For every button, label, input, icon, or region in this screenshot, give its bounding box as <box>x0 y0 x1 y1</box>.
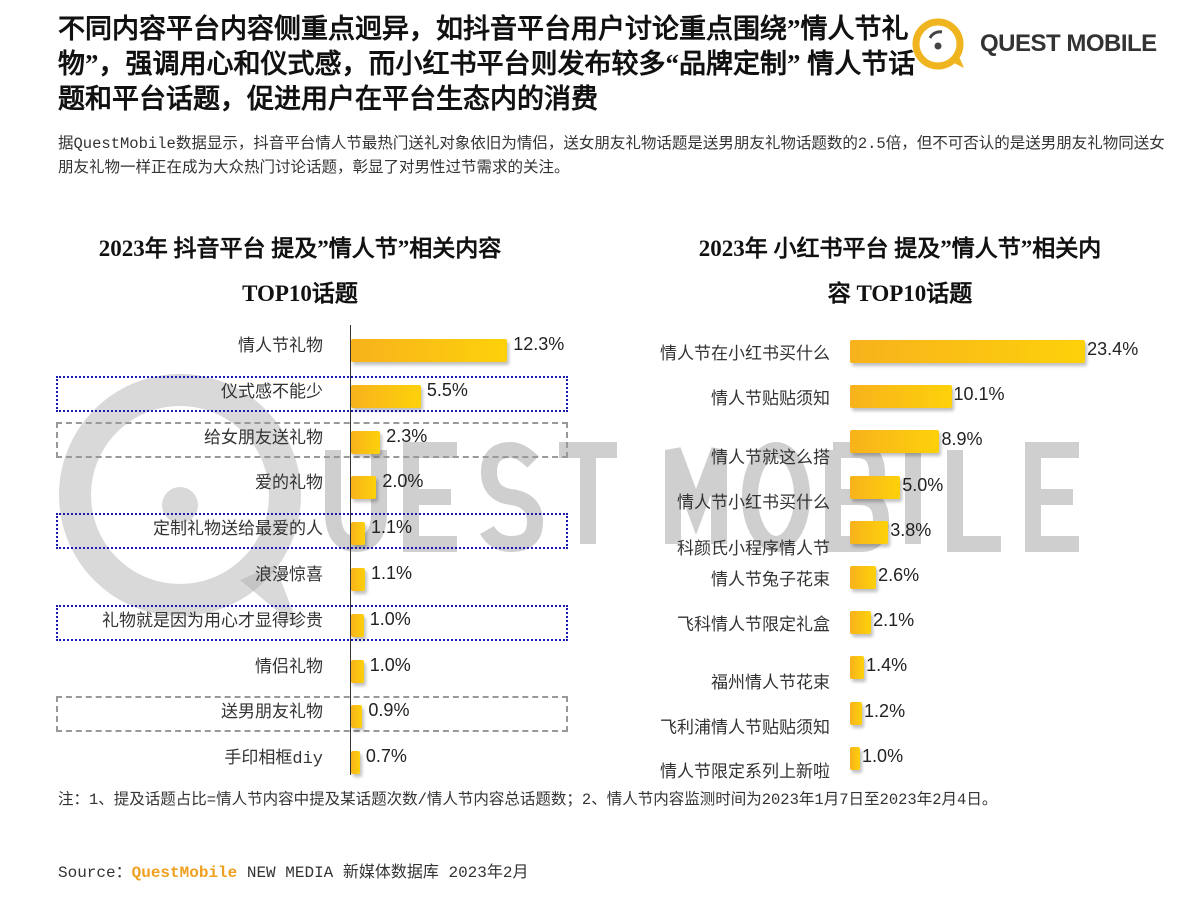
bar-value-label: 1.0% <box>369 654 411 675</box>
bar <box>351 613 364 637</box>
source: Source：QuestMobile NEW MEDIA 新媒体数据库 2023… <box>58 858 528 882</box>
bar <box>850 701 863 725</box>
chart-title-line: 容 TOP10话题 <box>827 281 973 306</box>
bar <box>850 430 940 454</box>
bar-label: 情人节小红书买什么 <box>677 494 830 514</box>
chart-title-line: 2023年 抖音平台 提及”情人节”相关内容 <box>98 236 502 261</box>
bar-value-label: 1.0% <box>369 608 411 629</box>
chart-title-line: TOP10话题 <box>242 281 358 306</box>
bar <box>351 476 377 500</box>
bar-value-label: 2.1% <box>873 610 915 631</box>
bar <box>850 656 865 680</box>
bar-value-label: 0.9% <box>368 700 410 721</box>
bar-value-label: 8.9% <box>941 429 983 450</box>
bar <box>351 522 365 546</box>
bar <box>351 339 508 362</box>
bar-label: 仪式感不能少 <box>221 383 323 403</box>
source-rest: NEW MEDIA 新媒体数据库 2023年2月 <box>237 864 529 882</box>
highlight-box <box>56 604 568 641</box>
bar-value-label: 2.6% <box>878 565 920 585</box>
bar <box>850 520 889 544</box>
bar-value-label: 1.1% <box>370 517 412 538</box>
highlight-box <box>56 696 568 733</box>
highlight-box <box>56 375 568 412</box>
bar <box>850 340 1086 363</box>
bar-label: 情人节贴贴须知 <box>711 391 830 411</box>
bar-value-label: 2.0% <box>382 471 424 492</box>
bar-label: 情人节兔子花束 <box>711 572 830 591</box>
bar-value-label: 12.3% <box>513 334 565 354</box>
bar <box>351 430 381 454</box>
highlight-box <box>56 513 568 550</box>
bar-value-label: 3.8% <box>890 519 932 540</box>
bar-label: 定制礼物送给最爱的人 <box>153 521 323 541</box>
chart-title-douyin: 2023年 抖音平台 提及”情人节”相关内容 TOP10话题 <box>40 226 560 316</box>
source-brand: QuestMobile <box>131 864 238 882</box>
bar-label: 送男朋友礼物 <box>221 704 323 724</box>
bar <box>850 385 952 409</box>
quest-mobile-logo-icon <box>912 18 964 70</box>
bar <box>850 611 872 635</box>
chart-title-line: 2023年 小红书平台 提及”情人节”相关内 <box>698 236 1102 261</box>
bar-value-label: 2.3% <box>386 425 428 446</box>
bar-label: 爱的礼物 <box>255 475 323 495</box>
bar-value-label: 1.4% <box>866 655 908 676</box>
highlight-box <box>56 421 568 458</box>
bar-label: 福州情人节花束 <box>711 675 830 695</box>
bar-label: 给女朋友送礼物 <box>204 429 323 449</box>
bar-value-label: 5.0% <box>902 474 944 495</box>
bar-label: 飞利浦情人节贴贴须知 <box>660 719 830 739</box>
bar <box>850 746 861 770</box>
bar-value-label: 0.7% <box>365 746 407 767</box>
bar-label: 科颜氏小程序情人节 <box>677 540 830 560</box>
bar-label: 飞科情人节限定礼盒 <box>677 617 830 637</box>
subtitle: 据QuestMobile数据显示，抖音平台情人节最热门送礼对象依旧为情侣，送女朋… <box>58 135 1165 177</box>
bar <box>850 475 901 499</box>
bar-value-label: 23.4% <box>1087 339 1139 359</box>
bar-label: 浪漫惊喜 <box>255 567 323 586</box>
bar-label: 情人节礼物 <box>238 338 323 357</box>
footnote: 注：1、提及话题占比=情人节内容中提及某话题次数/情人节内容总话题数；2、情人节… <box>58 791 998 809</box>
bar-label: 情人节就这么搭 <box>711 450 830 470</box>
logo: QUEST MOBILE <box>908 16 1157 72</box>
bar-label: 情人节在小红书买什么 <box>660 346 830 365</box>
bar-value-label: 5.5% <box>426 379 468 400</box>
bar-label: 情侣礼物 <box>255 658 323 678</box>
source-prefix: Source： <box>58 864 132 882</box>
bar-label: 礼物就是因为用心才显得珍贵 <box>102 612 323 632</box>
bar-value-label: 1.0% <box>862 745 904 766</box>
bar-label: 手印相框diy <box>224 750 323 770</box>
bar <box>351 751 360 775</box>
page-title: 不同内容平台内容侧重点迥异，如抖音平台用户讨论重点围绕”情人节礼物”，强调用心和… <box>58 14 916 114</box>
chart-title-xiaohongshu: 2023年 小红书平台 提及”情人节”相关内 容 TOP10话题 <box>640 226 1160 316</box>
bar-value-label: 1.1% <box>370 563 412 583</box>
bar <box>351 568 365 591</box>
logo-text: QUEST MOBILE <box>980 30 1157 57</box>
bar <box>351 705 363 729</box>
bar-value-label: 1.2% <box>864 700 906 721</box>
bar-label: 情人节限定系列上新啦 <box>660 763 830 783</box>
bar <box>351 659 364 683</box>
bar <box>351 384 421 408</box>
bar-value-label: 10.1% <box>953 384 1005 405</box>
y-axis-line <box>350 325 351 775</box>
bar <box>850 566 877 589</box>
